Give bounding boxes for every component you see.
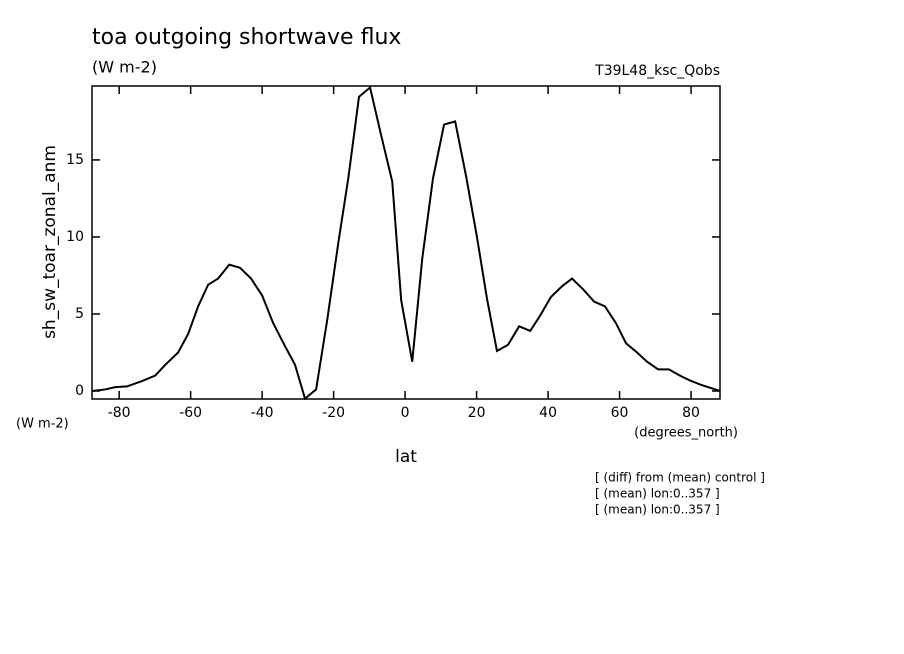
plot-frame (91, 85, 721, 400)
x-tick-label: 60 (611, 405, 629, 421)
note: [ (mean) lon:0..357 ] (595, 487, 720, 501)
y-tick-label: 5 (75, 306, 84, 322)
chart-title: toa outgoing shortwave flux (92, 25, 401, 50)
x-tick-label: 40 (539, 405, 557, 421)
data-line (91, 85, 721, 401)
x-axis-label: lat (395, 447, 417, 467)
x-tick-label: 80 (682, 405, 700, 421)
note: [ (diff) from (mean) control ] (595, 471, 765, 485)
chart-subtitle: (W m-2) (92, 58, 157, 77)
x-units: (degrees_north) (634, 426, 738, 441)
x-tick-label: 0 (401, 405, 410, 421)
run-label: T39L48_ksc_Qobs (594, 63, 720, 79)
y-tick-label: 10 (66, 229, 84, 245)
y-units: (W m-2) (16, 417, 69, 432)
y-axis-label: sh_sw_toar_zonal_anm (40, 145, 60, 339)
x-tick-label: -80 (108, 405, 131, 421)
x-tick-label: -60 (179, 405, 202, 421)
x-tick-label: 20 (468, 405, 486, 421)
note: [ (mean) lon:0..357 ] (595, 503, 720, 517)
x-tick-label: -40 (251, 405, 274, 421)
y-tick-label: 15 (66, 152, 84, 168)
x-tick-label: -20 (322, 405, 345, 421)
y-tick-label: 0 (75, 383, 84, 399)
